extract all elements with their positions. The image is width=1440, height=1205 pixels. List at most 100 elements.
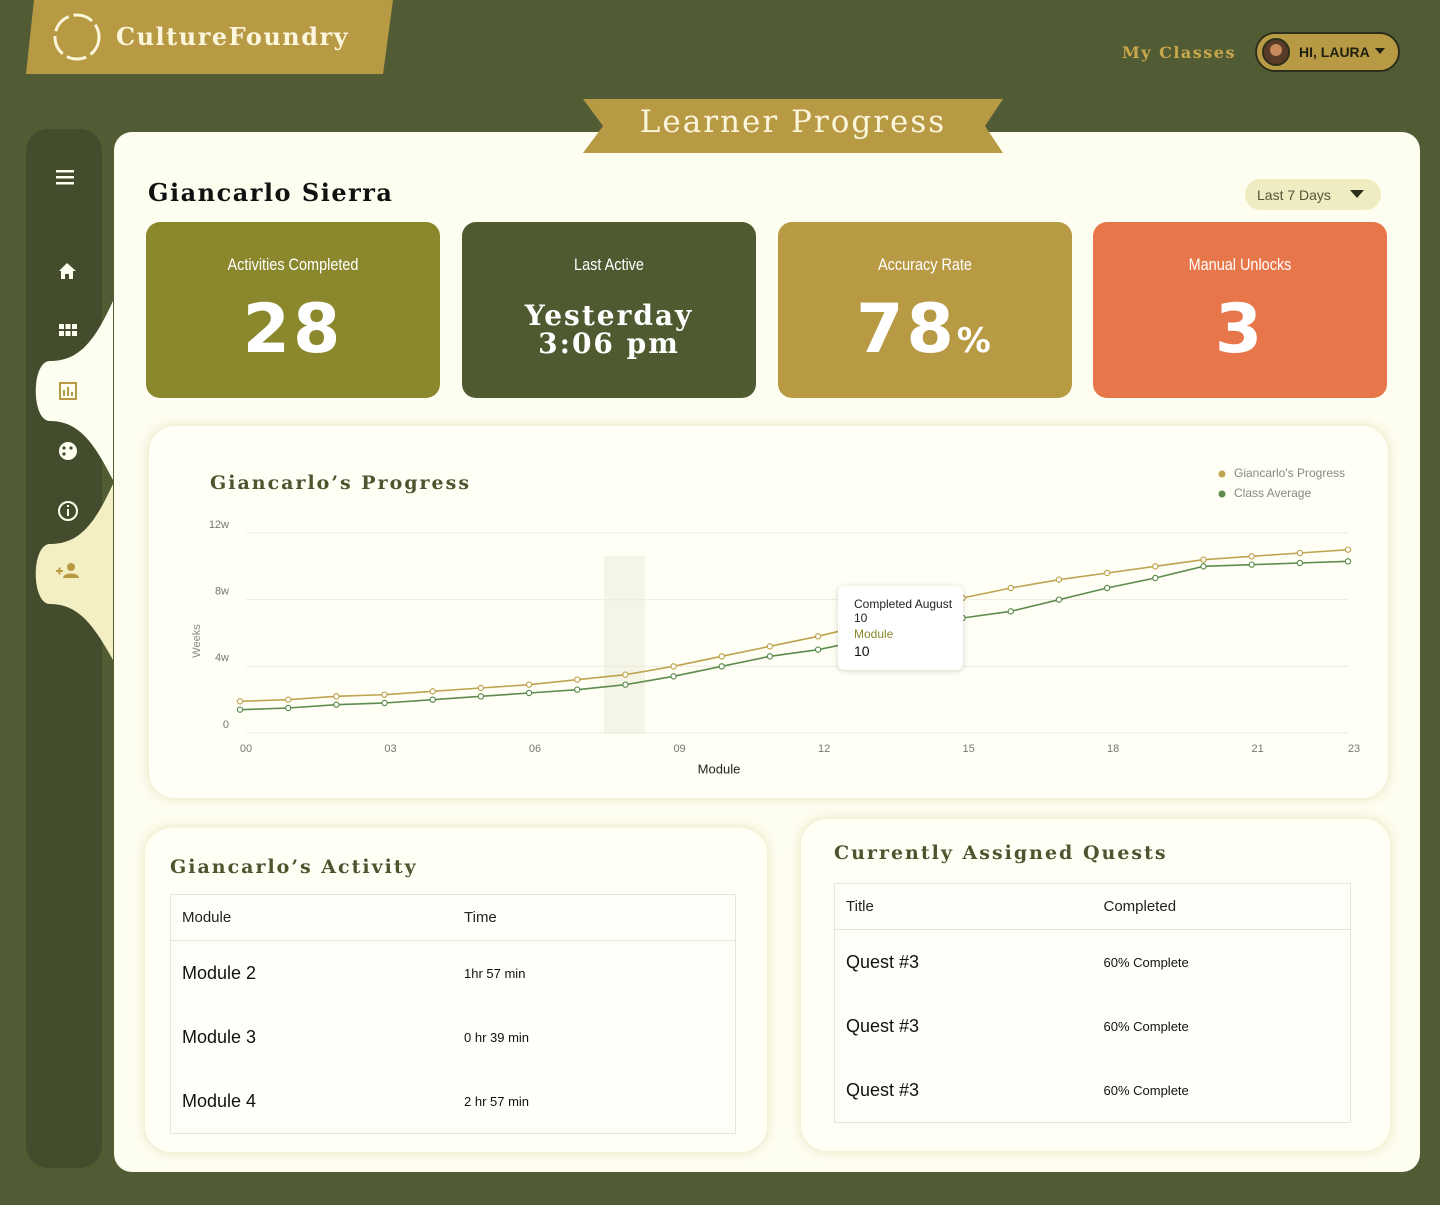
tooltip-label: Module — [854, 627, 894, 641]
data-point — [333, 693, 340, 700]
data-point — [429, 688, 436, 695]
data-point — [1055, 576, 1063, 583]
brand-block — [26, 0, 393, 74]
stat-value: 3:06 pm — [538, 327, 680, 360]
row: Module 2 1hr 57 min — [171, 941, 736, 1006]
user-name: HI, LAURA — [1299, 44, 1370, 60]
data-point — [477, 693, 485, 700]
data-point — [1055, 596, 1063, 603]
stat-label: Manual Unlocks — [1188, 255, 1292, 274]
cell: 60% Complete — [1103, 954, 1189, 970]
y-axis-label: Weeks — [191, 624, 203, 658]
data-point — [1296, 549, 1304, 557]
add-user-icon — [56, 563, 79, 578]
cell: Quest #3 — [846, 951, 920, 972]
y-tick-label: 8w — [215, 586, 229, 598]
x-tick-label: 06 — [529, 743, 541, 755]
my-classes-link[interactable]: My Classes — [1122, 43, 1236, 62]
logo — [53, 13, 101, 61]
column-header: Time — [453, 894, 736, 941]
data-point — [1200, 556, 1207, 563]
data-point — [1152, 563, 1159, 570]
data-point — [1103, 584, 1111, 592]
range-select[interactable]: Last 7 Days — [1245, 179, 1381, 210]
x-tick-label: 09 — [673, 743, 685, 755]
hover-band — [604, 556, 645, 734]
x-tick-label: 00 — [240, 743, 252, 755]
y-tick-label: 0 — [223, 719, 229, 731]
legend-swatch — [1218, 470, 1226, 478]
header-row: Module Time — [170, 894, 736, 941]
data-point — [284, 704, 292, 712]
data-point — [766, 653, 774, 660]
data-point — [1103, 569, 1111, 577]
data-point — [429, 696, 436, 703]
data-point — [1007, 608, 1014, 615]
data-point — [1296, 559, 1304, 567]
tooltip-title: Completed August 10 — [854, 597, 953, 625]
data-point — [814, 633, 822, 640]
x-tick-label: 03 — [384, 743, 396, 755]
chart-card: Giancarlo’s Progress Module Weeks 0 4w 8w 1… — [149, 426, 1388, 798]
cell: Module 3 — [182, 1026, 257, 1047]
stat-label: Accuracy Rate — [878, 255, 972, 274]
cell: Quest #3 — [846, 1015, 920, 1036]
data-point — [1344, 546, 1352, 553]
data-point — [1152, 574, 1159, 582]
stat-label: Last Active — [574, 255, 644, 274]
stat-value: 78 — [856, 290, 957, 369]
cell: 0 hr 39 min — [464, 1029, 530, 1045]
series-line — [239, 560, 1349, 711]
x-tick-label: 21 — [1252, 743, 1264, 755]
chart: Giancarlo’s Progress Module Weeks 0 4w 8w 1… — [191, 466, 1360, 776]
data-point — [1248, 561, 1255, 568]
row: Module 3 0 hr 39 min — [171, 1005, 736, 1069]
data-point — [525, 681, 533, 688]
stat-value: 28 — [242, 290, 344, 369]
data-point — [236, 706, 244, 713]
y-tick-label: 4w — [215, 652, 229, 664]
data-point — [622, 681, 629, 688]
data-point — [1007, 584, 1014, 592]
stat-value: 3 — [1214, 290, 1266, 369]
quests-title: Currently Assigned Quests — [834, 842, 1168, 864]
stat-value: Yesterday — [524, 299, 694, 332]
row: Quest #3 60% Complete — [835, 994, 1351, 1058]
caret — [1350, 190, 1364, 198]
stat-card: Last Active Yesterday 3:06 pm — [462, 222, 756, 398]
series-line — [239, 548, 1349, 703]
stat-label: Activities Completed — [227, 255, 359, 274]
quests-card: Currently Assigned Quests Title Completed… — [801, 819, 1390, 1151]
quests-table: Title Completed Quest #3 60% Complete Ques… — [834, 883, 1351, 1123]
cell: 60% Complete — [1103, 1018, 1189, 1034]
data-point — [1248, 553, 1255, 560]
cell: Module 2 — [182, 962, 257, 983]
column-header: Title — [834, 883, 1093, 930]
legend-label: Giancarlo's Progress — [1234, 466, 1345, 480]
x-tick-label: 23 — [1348, 743, 1360, 755]
y-tick-label: 12w — [209, 519, 229, 531]
data-point — [333, 701, 340, 708]
x-tick-label: 15 — [962, 743, 974, 755]
stat-card: Activities Completed 28 — [146, 222, 440, 398]
row: Module 4 2 hr 57 min — [171, 1069, 736, 1134]
row: Quest #3 60% Complete — [835, 930, 1351, 995]
title-ribbon — [583, 99, 1003, 153]
data-point — [1200, 563, 1207, 570]
cell: 60% Complete — [1103, 1082, 1189, 1098]
chart-title: Giancarlo’s Progress — [210, 472, 471, 494]
learner-name: Giancarlo Sierra — [148, 178, 394, 207]
stat-card: Manual Unlocks 3 — [1093, 222, 1387, 398]
activity-card: Giancarlo’s Activity Module Time Module 2… — [145, 828, 767, 1152]
data-point — [284, 696, 292, 703]
data-point — [1344, 558, 1352, 565]
row: Quest #3 60% Complete — [835, 1058, 1351, 1123]
data-point — [381, 691, 388, 698]
stat-value-wrap: 78% — [778, 290, 1072, 369]
x-axis-label: Module — [698, 761, 741, 776]
data-point — [574, 686, 581, 693]
user-menu[interactable]: HI, LAURA — [1255, 32, 1400, 72]
header-row: Title Completed — [834, 883, 1351, 930]
data-point — [236, 698, 244, 705]
